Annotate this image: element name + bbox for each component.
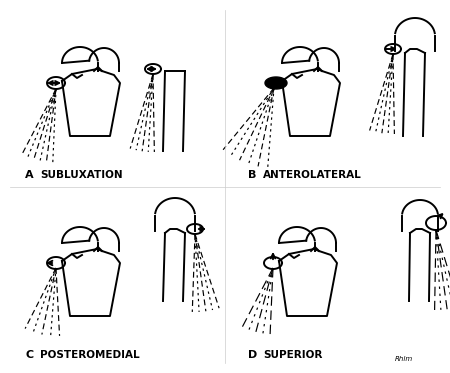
Text: C: C xyxy=(25,350,33,360)
Text: D: D xyxy=(248,350,257,360)
Text: Rhlm: Rhlm xyxy=(395,356,413,362)
Text: ANTEROLATERAL: ANTEROLATERAL xyxy=(263,170,362,180)
Text: SUPERIOR: SUPERIOR xyxy=(263,350,322,360)
Text: A: A xyxy=(25,170,34,180)
Text: POSTEROMEDIAL: POSTEROMEDIAL xyxy=(40,350,140,360)
Text: B: B xyxy=(248,170,256,180)
Text: SUBLUXATION: SUBLUXATION xyxy=(40,170,122,180)
Polygon shape xyxy=(265,77,287,89)
